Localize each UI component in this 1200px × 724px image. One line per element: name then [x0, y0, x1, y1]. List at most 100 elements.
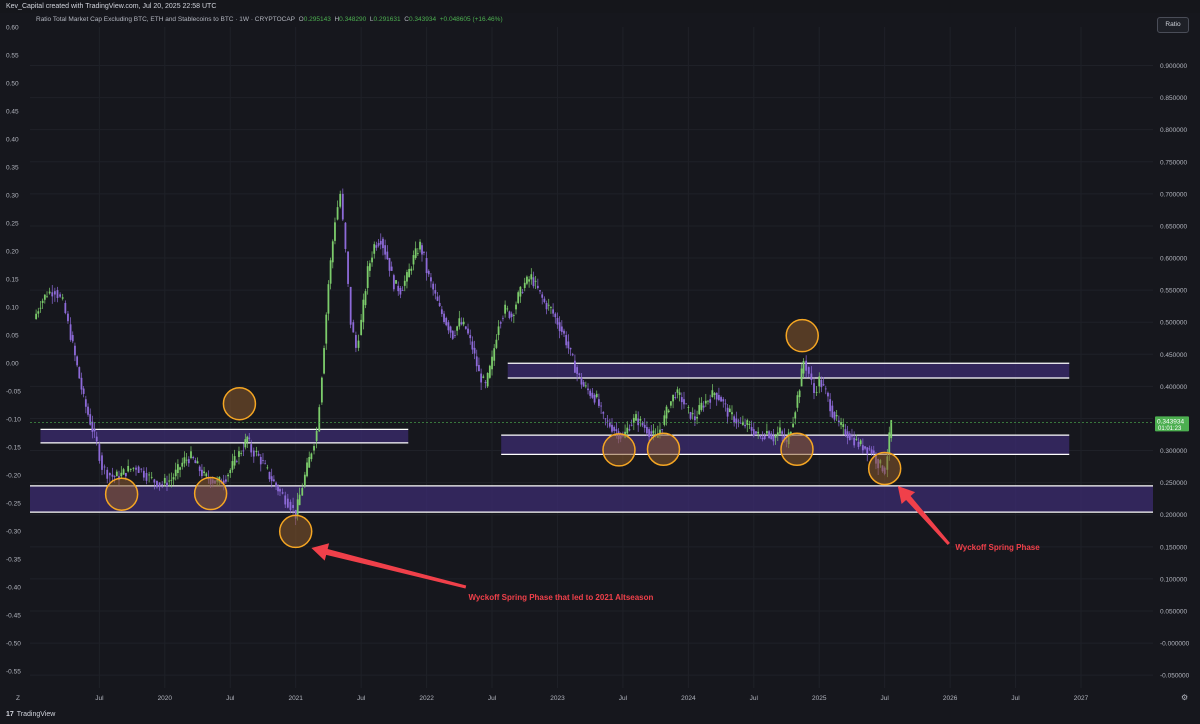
candle-body	[163, 477, 166, 484]
candle-body	[792, 423, 794, 428]
candle-body	[648, 429, 650, 437]
candle-body	[284, 495, 287, 505]
price-chart[interactable]: Wyckoff Spring Phase that led to 2021 Al…	[0, 13, 1200, 724]
candle-body	[752, 429, 755, 436]
candle-body	[781, 431, 784, 434]
candle-body	[339, 193, 342, 207]
candle-body	[643, 424, 646, 428]
left-axis-tick-label: -0.45	[6, 613, 21, 620]
candle-body	[329, 260, 332, 284]
candle-body	[80, 377, 83, 390]
x-axis-tick-label: Jul	[226, 695, 235, 702]
left-axis-tick-label: -0.30	[6, 529, 21, 536]
candle-body	[355, 335, 357, 348]
x-axis-tick-label: 2027	[1074, 695, 1089, 702]
candle-body	[469, 335, 472, 339]
candle-body	[523, 282, 526, 288]
ratio-button[interactable]: Ratio	[1157, 17, 1189, 33]
candle-body	[443, 313, 445, 322]
candle-body	[508, 311, 511, 318]
candle-body	[438, 302, 441, 307]
right-axis-tick-label: 0.400000	[1160, 384, 1187, 391]
x-axis-tick-label: Jul	[881, 695, 890, 702]
candle-body	[53, 291, 56, 295]
candle-body	[672, 394, 674, 402]
candle-body	[733, 416, 736, 423]
candle-body	[414, 248, 417, 259]
candle-body	[702, 405, 705, 408]
candle-body	[183, 457, 186, 464]
candle-body	[43, 294, 46, 300]
candle-body	[360, 319, 363, 336]
right-axis-tick-label: 0.750000	[1160, 159, 1187, 166]
candle-body	[608, 422, 611, 427]
candle-body	[890, 420, 893, 439]
candle-body	[252, 450, 255, 457]
candle-body	[190, 451, 192, 459]
candle-body	[595, 393, 598, 398]
left-axis-tick-label: -0.40	[6, 585, 21, 592]
candle-body	[177, 464, 179, 474]
chart-area[interactable]: Wyckoff Spring Phase that led to 2021 Al…	[0, 13, 1200, 724]
candle-body	[846, 431, 849, 438]
candle-body	[187, 459, 190, 464]
candle-body	[430, 277, 432, 282]
candle-body	[421, 245, 423, 255]
candle-body	[103, 466, 106, 468]
candle-body	[480, 373, 483, 383]
right-axis-tick-label: -0.050000	[1160, 673, 1190, 680]
candle-body	[434, 290, 437, 294]
candle-body	[571, 354, 574, 356]
candle-body	[368, 263, 371, 271]
right-axis-tick-label: 0.550000	[1160, 288, 1187, 295]
candle-body	[761, 437, 764, 440]
left-axis-tick-label: -0.50	[6, 641, 21, 648]
tradingview-logo-icon: 17	[6, 711, 14, 718]
candle-body	[64, 302, 67, 314]
annotation-arrow-2021	[311, 543, 467, 589]
candle-body	[200, 469, 203, 477]
candle-body	[810, 373, 813, 380]
candle-body	[829, 399, 832, 412]
candle-body	[281, 492, 284, 494]
candle-body	[493, 348, 496, 361]
candle-body	[774, 435, 777, 438]
candle-body	[870, 449, 873, 454]
left-axis-tick-label: 0.25	[6, 221, 19, 228]
candle-body	[567, 341, 570, 349]
highlight-circle	[867, 451, 902, 486]
candle-body	[181, 462, 184, 467]
candle-body	[399, 287, 402, 295]
candle-body	[347, 251, 349, 284]
candle-body	[98, 444, 101, 461]
candle-body	[458, 318, 461, 327]
x-axis-tick-label: 2024	[681, 695, 696, 702]
candle-body	[142, 470, 145, 478]
candle-body	[528, 279, 531, 282]
candle-body	[266, 467, 269, 469]
candle-body	[174, 469, 177, 477]
candle-body	[248, 437, 251, 439]
candle-body	[323, 348, 325, 374]
candle-body	[352, 322, 355, 333]
candle-body	[158, 482, 161, 487]
candle-body	[78, 367, 81, 379]
candle-body	[108, 473, 111, 476]
x-axis-tick-label: 2023	[550, 695, 565, 702]
candle-body	[222, 480, 225, 484]
candle-body	[425, 258, 428, 274]
candle-body	[268, 471, 271, 480]
candle-body	[741, 421, 744, 425]
candle-body	[71, 335, 74, 342]
candle-body	[156, 480, 158, 488]
candle-body	[576, 367, 579, 374]
candle-body	[837, 420, 840, 423]
right-axis-tick-label: 0.200000	[1160, 512, 1187, 519]
candle-body	[670, 401, 672, 406]
candle-body	[497, 326, 500, 336]
candle-body	[67, 313, 69, 322]
settings-gear-icon: ⚙	[1181, 693, 1188, 702]
candle-body	[628, 429, 631, 431]
candle-body	[231, 461, 234, 470]
x-axis-tick-label: 2021	[288, 695, 303, 702]
